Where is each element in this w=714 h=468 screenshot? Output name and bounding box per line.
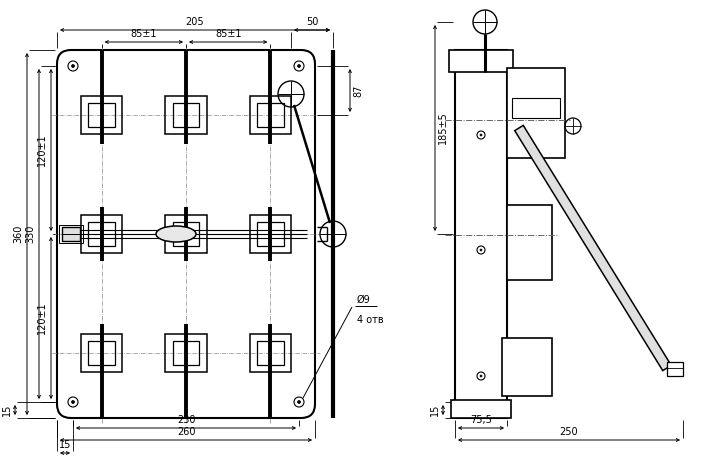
Circle shape xyxy=(480,375,482,377)
Circle shape xyxy=(298,401,301,403)
Bar xyxy=(62,227,80,241)
Bar xyxy=(455,50,507,418)
Bar xyxy=(89,103,115,127)
Text: 205: 205 xyxy=(186,17,204,27)
Polygon shape xyxy=(515,125,671,371)
FancyBboxPatch shape xyxy=(57,50,315,418)
Bar xyxy=(165,215,207,253)
Circle shape xyxy=(480,134,482,136)
Circle shape xyxy=(480,249,482,251)
Bar xyxy=(59,225,83,243)
Bar xyxy=(449,50,513,72)
Text: 260: 260 xyxy=(177,427,195,437)
Bar xyxy=(249,334,291,372)
Text: Ø9: Ø9 xyxy=(357,295,371,305)
Text: 360: 360 xyxy=(13,225,23,243)
Text: 120±1: 120±1 xyxy=(37,302,47,334)
Bar xyxy=(249,96,291,134)
Text: 75,5: 75,5 xyxy=(470,415,492,425)
Text: 50: 50 xyxy=(306,17,318,27)
Bar xyxy=(257,222,283,246)
Circle shape xyxy=(298,65,301,67)
Bar xyxy=(667,362,683,376)
Bar xyxy=(512,98,560,118)
Text: 4 отв: 4 отв xyxy=(357,315,383,325)
Bar xyxy=(502,338,552,396)
Bar xyxy=(173,341,199,365)
Bar xyxy=(165,334,207,372)
Bar xyxy=(451,400,511,418)
Text: 185±5: 185±5 xyxy=(438,112,448,144)
Circle shape xyxy=(71,65,74,67)
Bar xyxy=(89,341,115,365)
Text: 330: 330 xyxy=(25,225,35,243)
Bar xyxy=(257,103,283,127)
Bar xyxy=(165,96,207,134)
Ellipse shape xyxy=(156,226,196,242)
Bar xyxy=(507,205,552,280)
Text: 250: 250 xyxy=(560,427,578,437)
Text: 15: 15 xyxy=(2,404,12,416)
Bar xyxy=(507,68,565,158)
Circle shape xyxy=(71,401,74,403)
Bar xyxy=(81,96,123,134)
Text: 120±1: 120±1 xyxy=(37,134,47,166)
Bar xyxy=(257,341,283,365)
Bar xyxy=(89,222,115,246)
Bar xyxy=(81,215,123,253)
Text: 85±1: 85±1 xyxy=(131,29,157,39)
Text: 15: 15 xyxy=(59,440,71,450)
Bar xyxy=(81,334,123,372)
Bar xyxy=(173,222,199,246)
Bar xyxy=(173,103,199,127)
Text: 15: 15 xyxy=(430,404,440,416)
Bar xyxy=(249,215,291,253)
Text: 85±1: 85±1 xyxy=(215,29,241,39)
Text: 87: 87 xyxy=(353,84,363,97)
Text: 230: 230 xyxy=(177,415,195,425)
